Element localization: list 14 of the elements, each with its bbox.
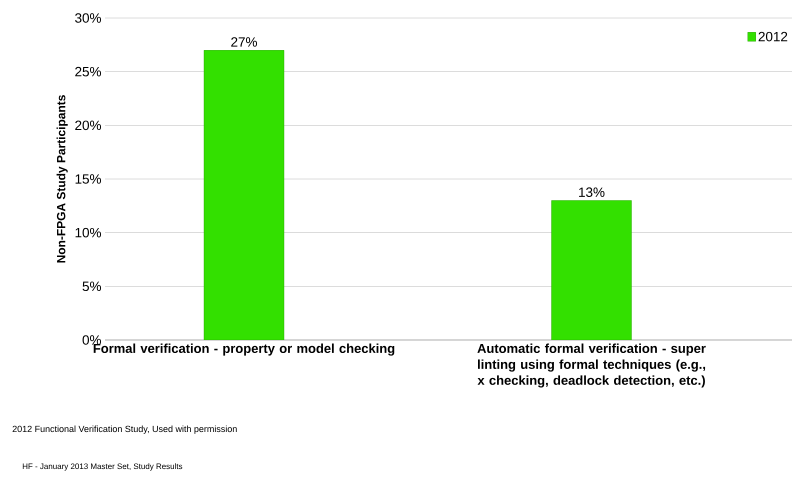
x-tick-label: Formal verification - property or model checking (94, 344, 394, 356)
y-tick-label: 25% (75, 66, 101, 76)
y-tick-label: 0% (82, 335, 102, 345)
data-label: 27% (231, 37, 257, 47)
y-tick-label: 10% (76, 228, 101, 238)
y-axis-title: Non-FPGA Study Participants (56, 95, 68, 263)
y-tick-label: 15% (76, 174, 101, 184)
y-tick-label: 20% (75, 120, 101, 130)
y-tick-label: 30% (75, 13, 101, 23)
x-tick-label: Automatic formal verification - super linting using formal techniques (e.g., x checking, deadlock detection, etc.) (477, 344, 706, 388)
legend-label: 2012 (758, 32, 788, 42)
data-label: 13% (579, 187, 604, 197)
y-tick-label: 5% (82, 282, 102, 292)
text: 2012 Functional Verification Study, Used with permission (12, 426, 237, 434)
